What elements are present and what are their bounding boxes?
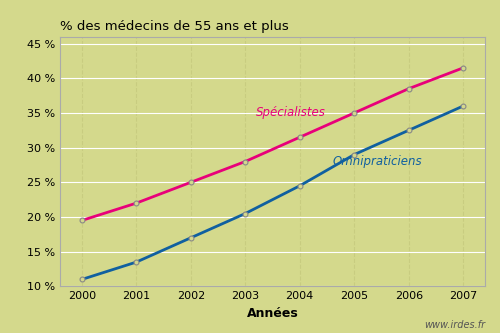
Text: www.irdes.fr: www.irdes.fr	[424, 320, 485, 330]
Text: % des médecins de 55 ans et plus: % des médecins de 55 ans et plus	[60, 20, 289, 33]
Text: Spécialistes: Spécialistes	[256, 107, 326, 120]
Text: Omnipraticiens: Omnipraticiens	[332, 155, 422, 168]
X-axis label: Années: Années	[246, 307, 298, 320]
